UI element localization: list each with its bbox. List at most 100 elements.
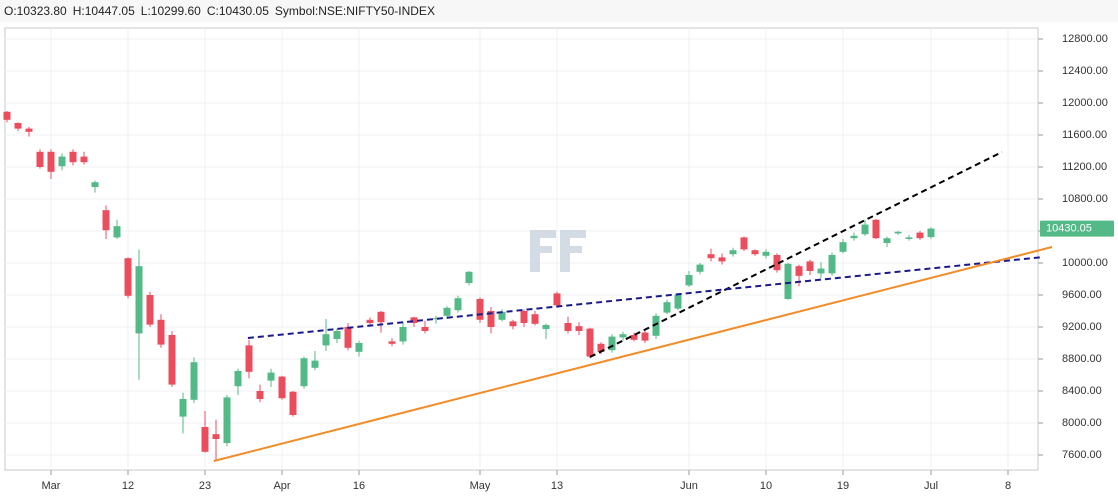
candle-body (916, 232, 924, 239)
candle-body (124, 258, 132, 296)
candle-body (850, 235, 858, 239)
candle-body (619, 334, 627, 338)
candle-body (344, 327, 352, 348)
y-tick-label: 12400.00 (1062, 65, 1108, 77)
candle-body (465, 271, 473, 283)
candle-body (542, 325, 550, 329)
x-tick-label: 8 (1005, 480, 1011, 492)
y-tick-label: 11200.00 (1062, 161, 1107, 173)
candle-body (564, 323, 572, 331)
header-item: H:10447.05 (73, 4, 135, 18)
x-tick-label: 13 (551, 480, 563, 492)
candle-body (729, 250, 737, 255)
header-item: L:10299.60 (141, 4, 201, 18)
trendline (213, 246, 1053, 462)
x-tick-label: Mar (42, 480, 61, 492)
y-tick-label: 11600.00 (1062, 129, 1107, 141)
candle-body (509, 321, 517, 327)
candle-body (399, 327, 407, 342)
plot-frame (4, 27, 1039, 471)
candle-body (146, 295, 154, 325)
candle-body (784, 263, 792, 299)
candle-body (773, 255, 781, 271)
watermark-shape (530, 230, 556, 272)
y-tick-label: 12800.00 (1062, 33, 1108, 45)
x-tick-label: 10 (760, 480, 772, 492)
x-tick-label: Jul (924, 480, 938, 492)
candle-body (707, 254, 715, 259)
candle-body (421, 327, 429, 331)
candle-body (410, 317, 418, 323)
candle-body (839, 242, 847, 252)
candle-body (883, 238, 891, 243)
candle-body (894, 231, 902, 234)
x-tick-label: 12 (122, 480, 134, 492)
x-tick-label: 16 (353, 480, 365, 492)
candle-body (157, 319, 165, 345)
candle-body (267, 372, 275, 381)
candle-body (25, 128, 33, 132)
x-tick-label: Jun (680, 480, 698, 492)
y-tick-label: 7600.00 (1062, 449, 1102, 461)
candle-body (718, 257, 726, 262)
y-tick-label: 8000.00 (1062, 417, 1102, 429)
price-tag-label: 10430.05 (1046, 223, 1092, 235)
trendline (589, 151, 1003, 358)
y-tick-label: 8400.00 (1062, 385, 1102, 397)
candle-body (355, 343, 363, 352)
watermark (530, 230, 586, 272)
candle-body (817, 268, 825, 274)
candle-body (245, 345, 253, 372)
x-tick-label: May (470, 480, 491, 492)
candle-body (201, 427, 209, 452)
candle-body (630, 335, 638, 340)
candle-body (586, 328, 594, 357)
candle-body (597, 343, 605, 352)
candle-body (322, 334, 330, 346)
header-item: O:10323.80 (4, 4, 67, 18)
header-item: Symbol:NSE:NIFTY50-INDEX (275, 4, 435, 18)
candle-body (179, 399, 187, 417)
candle-body (278, 376, 286, 399)
y-tick-label: 8800.00 (1062, 353, 1102, 365)
candle-body (531, 314, 539, 324)
candle-body (432, 318, 440, 320)
candle-body (751, 250, 759, 255)
candle-body (476, 299, 484, 320)
candle-body (102, 210, 110, 231)
candle-body (498, 311, 506, 320)
candle-body (47, 151, 55, 172)
candle-body (168, 335, 176, 385)
watermark-shape (560, 230, 586, 272)
candle-body (377, 311, 385, 323)
candle-body (190, 362, 198, 400)
candle-body (905, 237, 913, 239)
candle-body (91, 182, 99, 187)
price-tag (1040, 220, 1114, 237)
candle-body (806, 261, 814, 271)
candle-body (135, 266, 143, 334)
candle-body (740, 237, 748, 250)
candle-body (696, 264, 704, 272)
candle-body (454, 298, 462, 311)
candle-body (14, 123, 22, 129)
candle-body (608, 336, 616, 351)
y-tick-label: 9600.00 (1062, 289, 1102, 301)
candle-body (388, 341, 396, 344)
x-tick-label: 23 (199, 480, 211, 492)
y-tick-label: 9200.00 (1062, 321, 1102, 333)
trendline (247, 256, 1044, 340)
x-tick-label: Apr (273, 480, 290, 492)
candle-body (3, 111, 11, 120)
candle-body (58, 156, 66, 167)
candle-body (575, 326, 583, 331)
candle-body (223, 397, 231, 443)
candle-body (674, 295, 682, 309)
header: O:10323.80 H:10447.05 L:10299.60 C:10430.05… (4, 4, 435, 18)
candle-body (553, 293, 561, 306)
candle-body (927, 228, 935, 238)
candle-body (256, 391, 264, 399)
candle-body (520, 311, 528, 323)
